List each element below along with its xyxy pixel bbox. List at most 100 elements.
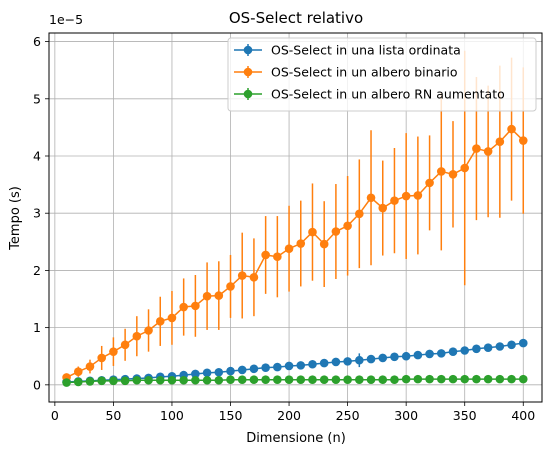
data-point <box>120 340 130 350</box>
data-point <box>132 375 142 385</box>
x-tick-label: 250 <box>336 408 360 423</box>
data-point <box>401 374 411 384</box>
series-line <box>66 342 524 383</box>
data-point <box>472 344 481 354</box>
y-tick-label: 3 <box>33 206 41 221</box>
data-point <box>191 375 200 385</box>
data-point <box>366 193 376 203</box>
data-point <box>343 221 352 231</box>
data-point <box>401 191 411 201</box>
data-point <box>378 353 388 363</box>
data-point <box>296 361 306 370</box>
data-point <box>378 203 388 213</box>
plot-frame <box>48 32 543 403</box>
data-point <box>448 347 458 356</box>
x-tick-label: 350 <box>453 408 477 423</box>
data-point <box>109 347 118 356</box>
data-point <box>214 291 224 300</box>
data-point <box>214 375 224 385</box>
legend-label: OS-Select in un albero RN aumentato <box>271 87 505 102</box>
data-point <box>319 239 329 249</box>
legend-item-3: OS-Select in un albero RN aumentato <box>234 87 505 102</box>
data-point <box>495 342 505 351</box>
data-point <box>237 365 247 375</box>
legend-item-1: OS-Select in una lista ordinata <box>234 43 461 58</box>
data-point <box>507 374 516 384</box>
data-point <box>390 196 399 205</box>
data-point <box>495 374 505 384</box>
series-line <box>66 378 524 384</box>
data-point <box>366 375 376 384</box>
legend-marker <box>243 67 253 77</box>
data-point <box>144 375 153 385</box>
data-point <box>202 291 212 301</box>
data-point <box>261 250 270 260</box>
data-point <box>155 375 165 385</box>
data-point <box>355 209 364 219</box>
y-axis-label: Tempo (s) <box>8 186 23 251</box>
x-axis-label: Dimensione (n) <box>246 431 346 446</box>
x-tick-label: 100 <box>160 408 184 423</box>
data-point <box>202 368 212 378</box>
data-point <box>273 375 282 384</box>
data-point <box>85 377 95 386</box>
legend-label: OS-Select in una lista ordinata <box>271 43 461 58</box>
data-point <box>226 375 235 384</box>
data-point <box>319 375 329 384</box>
data-point <box>472 144 481 153</box>
data-point <box>518 374 528 384</box>
data-point <box>237 375 247 384</box>
data-point <box>284 375 294 384</box>
legend-label: OS-Select in un albero binario <box>271 65 458 80</box>
series-3 <box>62 374 528 387</box>
data-point <box>308 227 317 237</box>
y-tick-label: 2 <box>33 263 41 278</box>
data-point <box>355 355 364 365</box>
data-point <box>483 343 493 352</box>
data-point <box>425 374 434 384</box>
data-point <box>62 378 71 387</box>
legend-item-2: OS-Select in un albero binario <box>234 65 458 80</box>
data-point <box>425 178 434 188</box>
data-point <box>296 375 306 384</box>
y-offset-label: 1e−5 <box>49 12 83 27</box>
data-point <box>237 271 247 280</box>
x-tick-label: 50 <box>105 408 121 423</box>
data-point <box>144 326 153 335</box>
y-tick-label: 4 <box>33 149 41 164</box>
data-point <box>343 357 352 366</box>
x-tick-label: 150 <box>219 408 243 423</box>
data-point <box>390 375 399 384</box>
data-point <box>167 375 177 385</box>
legend-box <box>227 37 537 112</box>
chart-title: OS-Select relativo <box>229 9 363 27</box>
data-point <box>109 376 118 386</box>
data-point <box>120 376 130 386</box>
data-point <box>507 124 516 134</box>
data-point <box>401 351 411 361</box>
data-point <box>495 137 505 146</box>
data-point <box>331 375 341 384</box>
data-point <box>425 349 434 359</box>
axis-ticks: 0 50 100 150 200 250 300 350 400 0 1 2 3 4 5 6 <box>33 34 535 423</box>
data-point <box>73 377 83 387</box>
data-point <box>214 367 224 377</box>
data-point <box>249 375 259 384</box>
data-point <box>191 369 200 379</box>
data-point <box>85 362 95 371</box>
data-point <box>518 338 528 348</box>
data-point <box>308 359 317 369</box>
data-point <box>273 252 282 261</box>
x-tick-label: 400 <box>511 408 535 423</box>
y-tick-label: 5 <box>33 91 41 106</box>
data-point <box>436 349 446 358</box>
data-point <box>413 374 423 384</box>
data-point <box>191 301 200 311</box>
data-point <box>448 170 458 179</box>
data-point <box>179 302 188 312</box>
data-point <box>331 227 341 236</box>
data-point <box>97 353 106 363</box>
y-tick-label: 0 <box>33 377 41 392</box>
data-point <box>472 374 481 384</box>
data-point <box>202 375 212 385</box>
